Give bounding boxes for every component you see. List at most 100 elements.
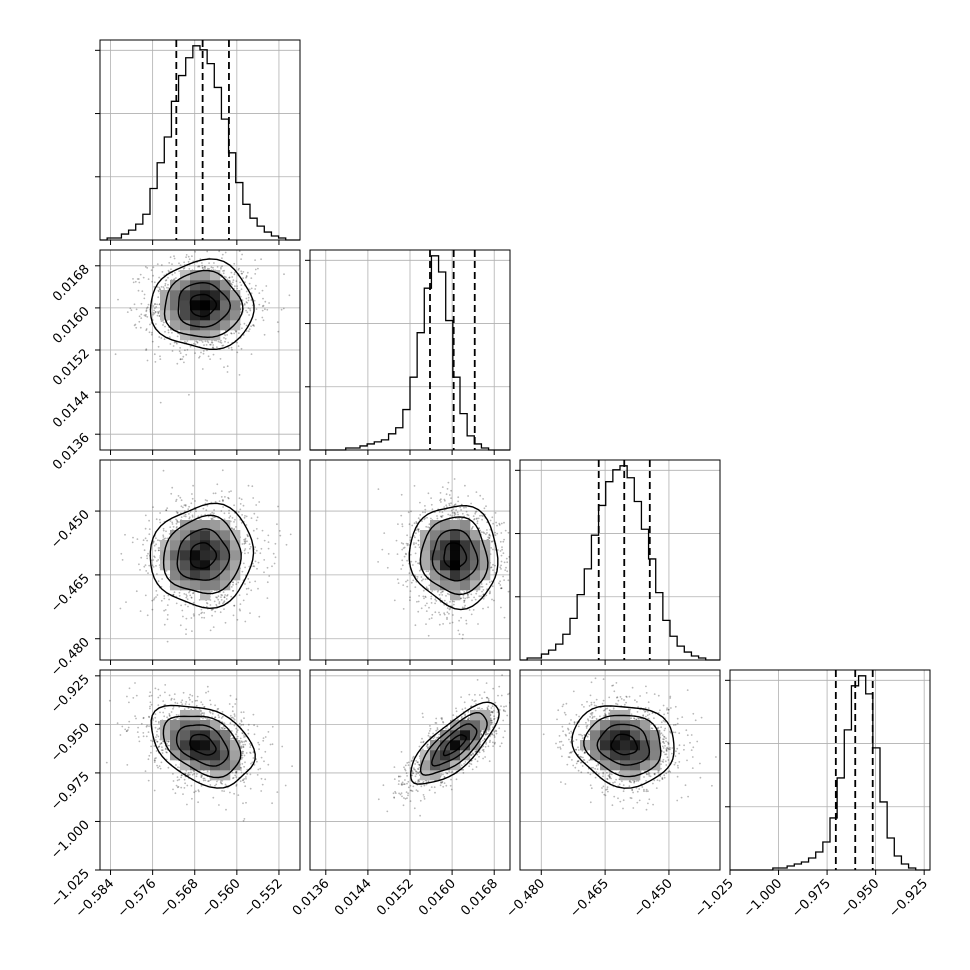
density-cell — [450, 540, 461, 551]
sample-point — [472, 515, 475, 517]
density-cell — [200, 270, 211, 281]
sample-point — [233, 273, 236, 276]
sample-point — [461, 606, 464, 609]
sample-point — [178, 350, 181, 353]
sample-point — [419, 514, 422, 516]
sample-point — [152, 559, 155, 561]
sample-point — [145, 725, 148, 728]
sample-point — [173, 278, 176, 280]
sample-point — [185, 596, 188, 599]
density-cell — [210, 540, 221, 551]
density-cell — [200, 320, 211, 331]
sample-point — [127, 701, 130, 704]
density-cell — [220, 580, 231, 591]
sample-point — [163, 715, 166, 718]
sample-point — [453, 600, 456, 603]
sample-point — [188, 517, 191, 520]
sample-point — [146, 306, 149, 309]
sample-point — [164, 684, 167, 686]
sample-point — [443, 506, 446, 508]
sample-point — [485, 583, 488, 586]
sample-point — [239, 503, 242, 505]
sample-point — [228, 516, 231, 519]
sample-point — [183, 267, 186, 269]
sample-point — [162, 700, 165, 702]
sample-point — [417, 543, 420, 546]
sample-point — [499, 566, 502, 569]
sample-point — [179, 496, 182, 499]
sample-point — [188, 258, 191, 261]
sample-point — [440, 501, 442, 503]
sample-point — [143, 314, 146, 317]
sample-point — [274, 542, 277, 545]
sample-point — [428, 618, 431, 620]
density-cell — [170, 550, 181, 561]
sample-point — [154, 739, 157, 741]
sample-point — [209, 629, 212, 632]
sample-point — [220, 726, 223, 729]
sample-point — [126, 311, 129, 313]
sample-point — [491, 598, 493, 601]
sample-point — [191, 630, 193, 632]
sample-point — [479, 514, 481, 517]
sample-point — [210, 517, 213, 520]
sample-point — [217, 595, 220, 598]
sample-point — [202, 352, 205, 355]
sample-point — [148, 533, 151, 536]
sample-point — [483, 507, 486, 510]
sample-point — [232, 589, 235, 592]
sample-point — [498, 522, 501, 525]
sample-point — [206, 340, 209, 342]
sample-point — [162, 286, 165, 289]
sample-point — [207, 267, 209, 270]
sample-point — [209, 513, 212, 516]
sample-point — [417, 530, 420, 533]
sample-point — [153, 286, 156, 288]
sample-point — [271, 565, 273, 568]
sample-point — [200, 514, 203, 517]
sample-point — [434, 611, 437, 614]
sample-point — [285, 543, 288, 546]
sample-point — [233, 504, 236, 507]
sample-point — [179, 358, 182, 361]
sample-point — [157, 539, 159, 542]
sample-point — [261, 316, 264, 319]
sample-point — [241, 756, 244, 759]
sample-point — [400, 542, 403, 544]
sample-point — [383, 532, 386, 534]
sample-point — [460, 509, 462, 511]
sample-point — [250, 353, 253, 355]
sample-point — [426, 602, 428, 605]
sample-point — [169, 343, 172, 345]
sample-point — [305, 553, 307, 555]
density-cell — [430, 560, 441, 571]
sample-point — [163, 597, 166, 600]
sample-point — [435, 600, 438, 602]
panel-2-2 — [515, 459, 721, 665]
sample-point — [153, 789, 156, 792]
sample-point — [152, 540, 155, 543]
sample-point — [185, 701, 188, 703]
sample-point — [233, 521, 235, 523]
sample-point — [484, 533, 487, 536]
sample-point — [144, 537, 147, 540]
sample-point — [153, 309, 156, 312]
sample-point — [257, 267, 259, 270]
contour-1-0-0 — [189, 293, 218, 318]
sample-point — [457, 500, 459, 503]
sample-point — [233, 604, 236, 607]
sample-point — [205, 344, 208, 346]
sample-point — [137, 289, 140, 292]
sample-point — [119, 607, 122, 610]
sample-point — [174, 272, 176, 274]
sample-point — [482, 597, 485, 600]
sample-point — [402, 584, 405, 586]
sample-point — [202, 267, 204, 269]
sample-point — [506, 561, 509, 564]
sample-point — [402, 542, 405, 545]
sample-point — [173, 341, 176, 344]
sample-point — [139, 610, 142, 612]
sample-point — [145, 329, 148, 331]
sample-point — [148, 331, 151, 334]
density-cell — [210, 580, 221, 591]
